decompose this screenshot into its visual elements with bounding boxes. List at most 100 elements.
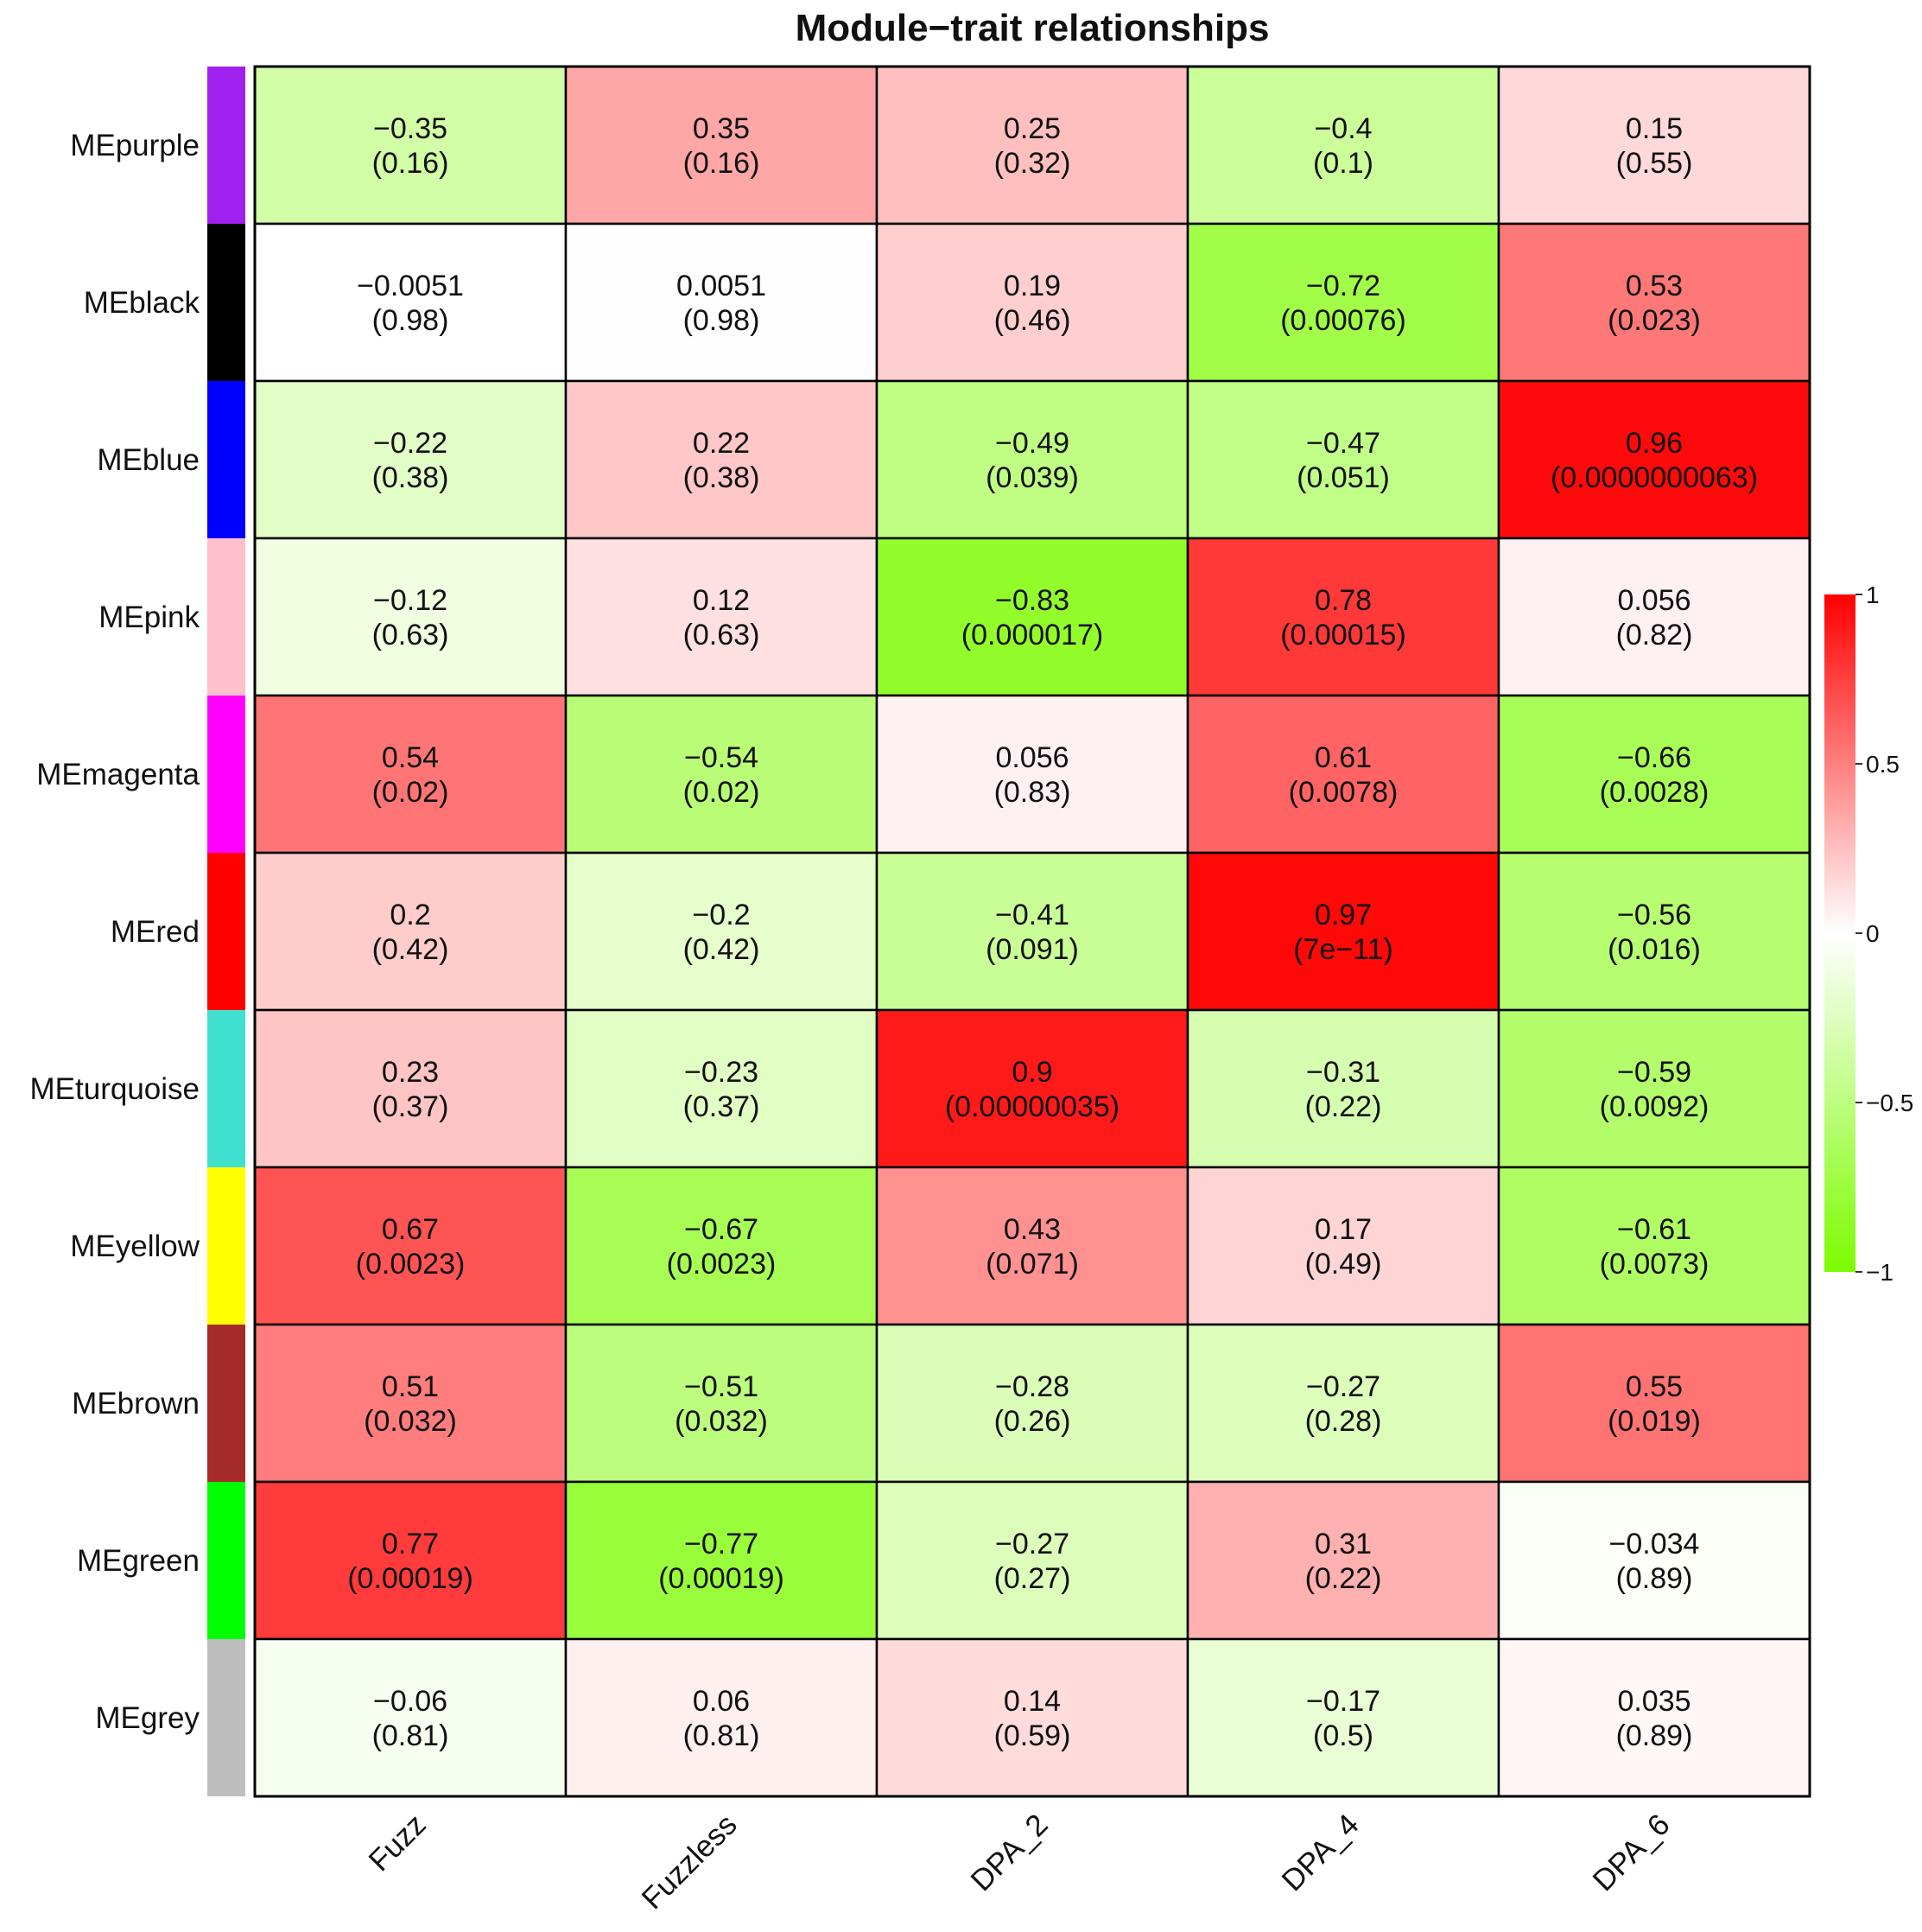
cell-meblue-dpa_4: −0.47(0.051) [1186, 379, 1500, 540]
cell-correlation: −0.22 [373, 427, 447, 460]
cell-correlation: −0.54 [684, 741, 758, 774]
cell-fill [253, 1008, 568, 1169]
cell-correlation: 0.53 [1626, 270, 1683, 302]
cell-mepink-fuzz: −0.12(0.63) [253, 537, 568, 697]
module-swatch-mebrown [207, 1325, 245, 1482]
row-label-mebrown: MEbrown [72, 1387, 200, 1420]
cell-pvalue: (0.1) [1313, 147, 1373, 180]
cell-pvalue: (0.32) [994, 147, 1071, 180]
color-scale-tick-label: −0.5 [1866, 1090, 1913, 1116]
cell-memagenta-fuzzless: −0.54(0.02) [564, 694, 879, 855]
cell-correlation: −0.0051 [357, 270, 464, 302]
cell-fill [875, 1637, 1189, 1798]
cell-memagenta-dpa_6: −0.66(0.0028) [1497, 694, 1811, 855]
row-label-meturquoise: MEturquoise [30, 1072, 200, 1106]
cell-fill [564, 1637, 879, 1798]
cell-fill [564, 1480, 879, 1641]
column-labels: Fuzz Fuzzless DPA_2 DPA_4 DPA_6 [362, 1808, 1676, 1916]
cell-fill [875, 1480, 1189, 1641]
cell-correlation: −0.49 [995, 427, 1069, 460]
cell-pvalue: (0.02) [683, 776, 760, 809]
cell-fill [253, 1166, 568, 1326]
cell-fill [1497, 1323, 1811, 1484]
cell-pvalue: (0.98) [372, 304, 449, 337]
cell-fill [1186, 1480, 1500, 1641]
row-label-mered: MEred [111, 915, 200, 949]
cell-pvalue: (0.59) [994, 1719, 1071, 1752]
cell-mebrown-fuzz: 0.51(0.032) [253, 1323, 568, 1484]
cell-correlation: 0.17 [1315, 1213, 1372, 1246]
cell-fill [1186, 1166, 1500, 1326]
cell-pvalue: (0.039) [986, 461, 1079, 494]
cell-correlation: 0.51 [382, 1370, 439, 1403]
cell-megrey-dpa_2: 0.14(0.59) [875, 1637, 1189, 1798]
cell-megreen-dpa_6: −0.034(0.89) [1497, 1480, 1811, 1641]
cell-pvalue: (0.02) [372, 776, 449, 809]
cell-correlation: 0.19 [1004, 270, 1061, 302]
cell-correlation: 0.78 [1315, 584, 1372, 617]
cell-fill [1497, 65, 1811, 226]
cell-pvalue: (0.22) [1305, 1090, 1382, 1123]
cell-fill [1186, 1323, 1500, 1484]
cell-pvalue: (0.46) [994, 304, 1071, 337]
cell-fill [1497, 1166, 1811, 1326]
cell-correlation: 0.35 [693, 112, 750, 145]
cell-correlation: 0.9 [1012, 1056, 1052, 1089]
cell-fill [875, 694, 1189, 855]
cell-correlation: −0.27 [1306, 1370, 1380, 1403]
cell-pvalue: (0.22) [1305, 1562, 1382, 1595]
cell-mered-dpa_2: −0.41(0.091) [875, 851, 1189, 1012]
cell-fill [253, 222, 568, 383]
cell-correlation: 0.056 [1617, 584, 1690, 617]
cell-correlation: −0.28 [995, 1370, 1069, 1403]
cell-pvalue: (0.81) [372, 1719, 449, 1752]
cell-mepink-dpa_2: −0.83(0.000017) [875, 537, 1189, 697]
row-label-mepurple: MEpurple [70, 129, 200, 162]
cell-pvalue: (0.5) [1313, 1719, 1373, 1752]
cell-fill [564, 379, 879, 540]
cell-correlation: −0.27 [995, 1528, 1069, 1560]
cell-pvalue: (0.63) [683, 619, 760, 651]
cell-pvalue: (0.42) [683, 933, 760, 966]
cell-fill [1186, 222, 1500, 383]
cell-mepurple-dpa_6: 0.15(0.55) [1497, 65, 1811, 226]
cell-megreen-fuzz: 0.77(0.00019) [253, 1480, 568, 1641]
color-scale-tick-label: −1 [1866, 1259, 1893, 1286]
cell-correlation: −0.47 [1306, 427, 1380, 460]
cell-meblack-fuzz: −0.0051(0.98) [253, 222, 568, 383]
cell-correlation: −0.77 [684, 1528, 758, 1560]
cell-mepurple-fuzz: −0.35(0.16) [253, 65, 568, 226]
row-label-meblack: MEblack [84, 286, 200, 320]
cell-fill [564, 537, 879, 697]
cell-correlation: 0.77 [382, 1528, 439, 1560]
row-label-megrey: MEgrey [95, 1701, 200, 1735]
cell-pvalue: (0.00019) [658, 1562, 784, 1595]
cell-correlation: 0.035 [1617, 1685, 1690, 1718]
cell-memagenta-dpa_4: 0.61(0.0078) [1186, 694, 1500, 855]
cell-correlation: 0.14 [1004, 1685, 1061, 1718]
cell-fill [1497, 379, 1811, 540]
color-scale-bar [1824, 594, 1855, 1272]
cell-pvalue: (0.89) [1616, 1719, 1693, 1752]
cell-pvalue: (0.0078) [1289, 776, 1399, 809]
cell-fill [253, 1480, 568, 1641]
module-swatch-mepink [207, 538, 245, 696]
cell-fill [564, 694, 879, 855]
cell-meturquoise-dpa_6: −0.59(0.0092) [1497, 1008, 1811, 1169]
cell-correlation: 0.2 [390, 899, 430, 931]
module-swatch-memagenta [207, 696, 245, 853]
cell-pvalue: (0.051) [1297, 461, 1390, 494]
cell-meblack-dpa_2: 0.19(0.46) [875, 222, 1189, 383]
cell-correlation: −0.51 [684, 1370, 758, 1403]
cell-mebrown-dpa_6: 0.55(0.019) [1497, 1323, 1811, 1484]
cell-fill [875, 1008, 1189, 1169]
color-scale-tick-label: 0 [1866, 920, 1880, 947]
cell-fill [564, 1008, 879, 1169]
cell-pvalue: (0.00000035) [945, 1090, 1120, 1123]
cell-correlation: 0.15 [1626, 112, 1683, 145]
module-color-bar [207, 67, 245, 1796]
cell-fill [564, 222, 879, 383]
cell-correlation: −0.23 [684, 1056, 758, 1089]
cell-correlation: −0.06 [373, 1685, 447, 1718]
cell-correlation: 0.12 [693, 584, 750, 617]
